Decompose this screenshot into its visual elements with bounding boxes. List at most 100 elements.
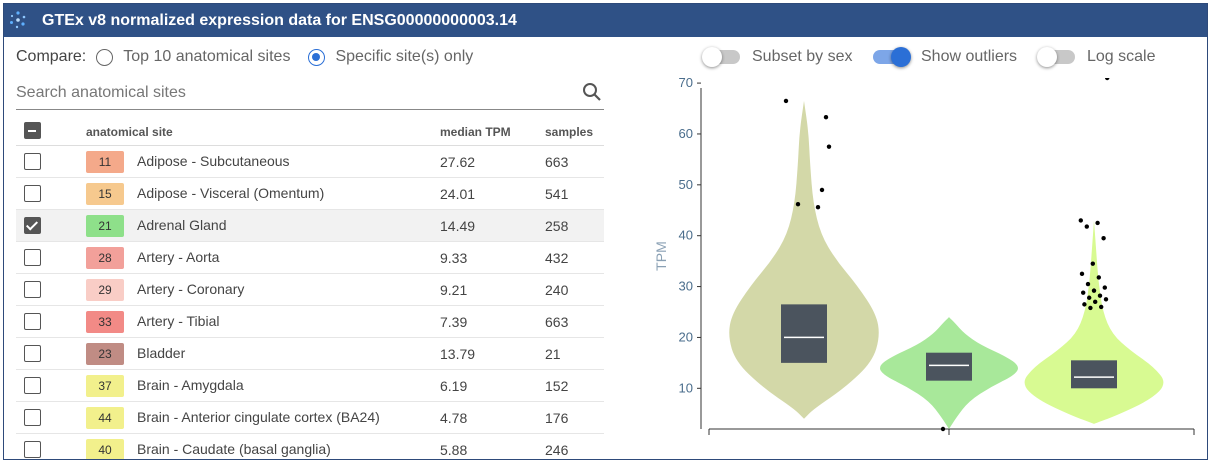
outlier-point — [795, 201, 801, 207]
y-tick-label: 20 — [679, 329, 693, 344]
header-median[interactable]: median TPM — [440, 125, 511, 139]
median-tpm: 9.33 — [440, 250, 468, 266]
median-tpm: 6.19 — [440, 378, 468, 394]
table-row[interactable]: 15 Adipose - Visceral (Omentum) 24.01 541 — [16, 178, 604, 210]
site-number-badge: 21 — [86, 215, 124, 237]
search-icon[interactable] — [582, 82, 602, 107]
table-row[interactable]: 40 Brain - Caudate (basal ganglia) 5.88 246 — [16, 434, 604, 459]
show-outliers-label[interactable]: Show outliers — [921, 48, 1018, 65]
header-samples[interactable]: samples — [545, 125, 594, 139]
compare-label: Compare: — [16, 48, 87, 65]
site-name: Brain - Caudate (basal ganglia) — [137, 441, 331, 457]
outlier-point — [1096, 275, 1101, 280]
search-input[interactable]: Search anatomical sites — [16, 78, 604, 110]
outlier-point — [1102, 285, 1107, 290]
site-name: Artery - Coronary — [137, 281, 245, 297]
violin-box — [926, 352, 972, 381]
outlier-point — [1085, 281, 1091, 287]
y-tick-label: 50 — [679, 177, 693, 192]
log-scale-label[interactable]: Log scale — [1087, 48, 1156, 65]
row-checkbox[interactable] — [24, 153, 41, 170]
subset-by-sex-toggle-group: Subset by sex — [702, 47, 853, 67]
outlier-point — [1088, 305, 1093, 311]
compare-specific-label[interactable]: Specific site(s) only — [335, 48, 474, 65]
outlier-point — [1079, 271, 1085, 277]
median-tpm: 9.21 — [440, 282, 468, 298]
subset-by-sex-label[interactable]: Subset by sex — [752, 48, 853, 65]
sample-count: 176 — [545, 410, 569, 426]
outlier-point — [1105, 78, 1110, 81]
table-row[interactable]: 23 Bladder 13.79 21 — [16, 338, 604, 370]
row-checkbox[interactable] — [24, 441, 41, 458]
row-checkbox[interactable] — [24, 249, 41, 266]
site-name: Adrenal Gland — [137, 217, 227, 233]
compare-specific-radio[interactable] — [308, 48, 326, 66]
log-scale-toggle-group: Log scale — [1037, 47, 1156, 67]
site-number-badge: 44 — [86, 407, 124, 429]
site-name: Adipose - Subcutaneous — [137, 153, 290, 169]
table-row[interactable]: 21 Adrenal Gland 14.49 258 — [16, 210, 604, 242]
sample-count: 258 — [545, 218, 569, 234]
table-row[interactable]: 29 Artery - Coronary 9.21 240 — [16, 274, 604, 306]
toggle-knob — [891, 47, 911, 67]
page-title: GTEx v8 normalized expression data for E… — [42, 11, 517, 29]
table-row[interactable]: 11 Adipose - Subcutaneous 27.62 663 — [16, 146, 604, 178]
controls-bar: Compare: Top 10 anatomical sites Specifi… — [4, 44, 1207, 70]
violin-chart: 10 20 30 40 50 60 70 TPM — [653, 78, 1195, 435]
outlier-point — [1091, 288, 1097, 293]
table-row[interactable]: 44 Brain - Anterior cingulate cortex (BA2… — [16, 402, 604, 434]
row-checkbox[interactable] — [24, 313, 41, 330]
row-checkbox[interactable] — [24, 281, 41, 298]
violin-shape — [1024, 220, 1164, 424]
violin-box — [781, 304, 827, 363]
table-row[interactable]: 37 Brain - Amygdala 6.19 152 — [16, 370, 604, 402]
search-placeholder: Search anatomical sites — [16, 84, 186, 101]
outlier-point — [819, 187, 825, 193]
y-tick-label: 60 — [679, 126, 693, 141]
outlier-point — [823, 114, 829, 120]
outlier-point — [1097, 293, 1103, 298]
table-header: anatomical site median TPM samples — [16, 112, 604, 146]
row-checkbox[interactable] — [24, 345, 41, 362]
select-all-checkbox[interactable] — [24, 122, 41, 139]
outlier-point — [1103, 297, 1109, 302]
outlier-point — [815, 205, 821, 210]
median-tpm: 4.78 — [440, 410, 468, 426]
toggle-knob — [702, 47, 722, 67]
outlier-point — [940, 426, 946, 432]
violin-shape — [729, 100, 879, 419]
header-site[interactable]: anatomical site — [86, 125, 173, 139]
sample-count: 432 — [545, 250, 569, 266]
median-tpm: 27.62 — [440, 154, 476, 170]
table-row[interactable]: 28 Artery - Aorta 9.33 432 — [16, 242, 604, 274]
site-number-badge: 15 — [86, 183, 124, 205]
row-checkbox[interactable] — [24, 217, 41, 234]
outlier-point — [1084, 224, 1089, 229]
outlier-point — [783, 98, 789, 104]
row-checkbox[interactable] — [24, 409, 41, 426]
site-name: Adipose - Visceral (Omentum) — [137, 185, 325, 201]
sample-count: 152 — [545, 378, 569, 394]
site-number-badge: 29 — [86, 279, 124, 301]
median-tpm: 5.88 — [440, 442, 468, 458]
outlier-point — [1090, 261, 1095, 266]
show-outliers-toggle[interactable] — [873, 47, 911, 67]
log-scale-toggle[interactable] — [1037, 47, 1075, 67]
gtex-widget: GTEx v8 normalized expression data for E… — [3, 3, 1208, 460]
site-name: Artery - Tibial — [137, 313, 220, 329]
outlier-point — [1081, 290, 1086, 295]
row-checkbox[interactable] — [24, 377, 41, 394]
table-row[interactable]: 33 Artery - Tibial 7.39 663 — [16, 306, 604, 338]
outlier-point — [1087, 295, 1092, 300]
sample-count: 663 — [545, 314, 569, 330]
outlier-point — [1078, 218, 1083, 223]
y-tick-label: 70 — [679, 78, 693, 90]
site-number-badge: 40 — [86, 439, 124, 459]
subset-by-sex-toggle[interactable] — [702, 47, 740, 67]
compare-top10-label[interactable]: Top 10 anatomical sites — [123, 48, 291, 65]
outlier-point — [1082, 302, 1087, 307]
compare-top10-radio[interactable] — [96, 48, 114, 66]
outlier-point — [1099, 304, 1104, 310]
row-checkbox[interactable] — [24, 185, 41, 202]
title-bar: GTEx v8 normalized expression data for E… — [4, 4, 1207, 37]
